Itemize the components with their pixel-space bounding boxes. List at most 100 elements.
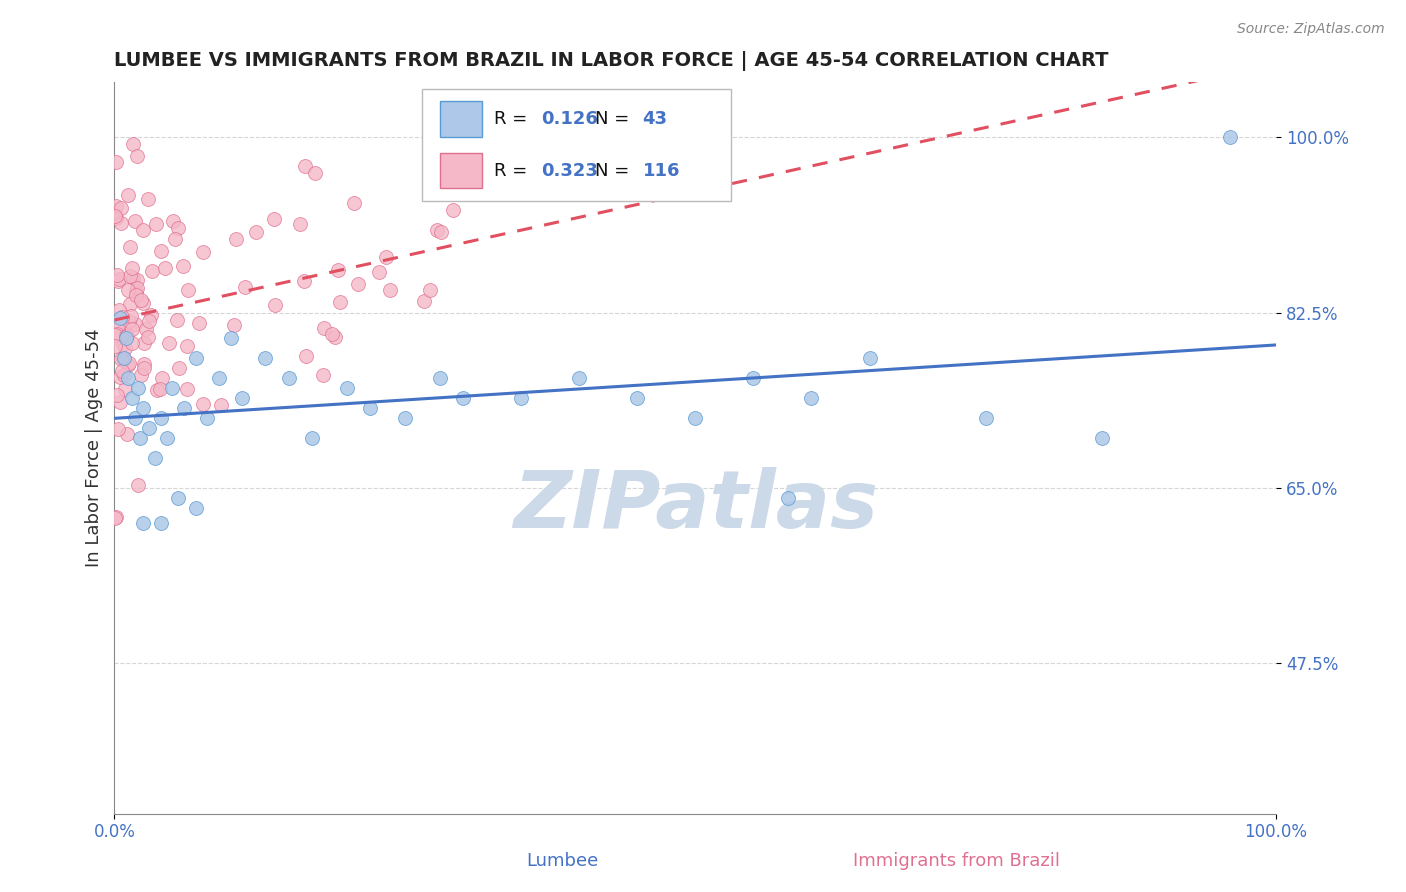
Point [167, 491, 190, 505]
Point [104, 211, 127, 225]
Point [184, 501, 207, 516]
Point [108, 394, 131, 409]
Point [254, 351, 277, 365]
Point [167, 220, 190, 235]
Text: Immigrants from Brazil: Immigrants from Brazil [852, 852, 1060, 870]
Point [378, 283, 401, 297]
Point [110, 310, 132, 325]
Point [326, 263, 349, 277]
Point [156, 431, 179, 445]
Point [245, 225, 267, 239]
Point [125, 281, 148, 295]
Point [426, 223, 449, 237]
Point [568, 371, 591, 385]
Point [145, 217, 167, 231]
Point [149, 411, 172, 425]
Point [430, 155, 453, 169]
Point [141, 263, 163, 277]
Point [112, 352, 135, 367]
Point [359, 401, 381, 415]
Point [222, 318, 245, 333]
Point [136, 329, 159, 343]
Point [146, 383, 169, 397]
Text: N =: N = [595, 111, 634, 128]
Point [120, 296, 142, 310]
Point [149, 382, 172, 396]
Point [117, 187, 139, 202]
Point [343, 196, 366, 211]
Text: ZIPatlas: ZIPatlas [513, 467, 877, 546]
Point [187, 316, 209, 330]
Point [451, 391, 474, 405]
Point [112, 351, 135, 365]
Point [295, 349, 318, 363]
Y-axis label: In Labor Force | Age 45-54: In Labor Force | Age 45-54 [86, 328, 103, 567]
Text: LUMBEE VS IMMIGRANTS FROM BRAZIL IN LABOR FORCE | AGE 45-54 CORRELATION CHART: LUMBEE VS IMMIGRANTS FROM BRAZIL IN LABO… [114, 51, 1109, 70]
Point [107, 318, 129, 333]
Point [104, 327, 127, 342]
Point [110, 216, 132, 230]
Point [138, 421, 160, 435]
Point [231, 391, 253, 405]
Text: R =: R = [494, 161, 533, 179]
Point [413, 293, 436, 308]
Point [153, 261, 176, 276]
Point [121, 391, 143, 405]
Point [115, 331, 138, 345]
Point [304, 166, 326, 180]
Point [127, 381, 149, 395]
Point [162, 381, 184, 395]
Point [129, 293, 152, 307]
Point [177, 283, 200, 297]
Point [263, 212, 285, 227]
Point [225, 232, 247, 246]
Point [125, 284, 148, 298]
Text: R =: R = [494, 111, 533, 128]
Point [114, 382, 136, 396]
Text: Source: ZipAtlas.com: Source: ZipAtlas.com [1237, 22, 1385, 37]
Point [292, 274, 315, 288]
Point [117, 427, 139, 442]
Text: Lumbee: Lumbee [526, 852, 599, 870]
Point [277, 371, 299, 385]
Point [1091, 431, 1114, 445]
Point [135, 322, 157, 336]
Point [132, 361, 155, 376]
Point [374, 250, 396, 264]
Text: N =: N = [595, 161, 634, 179]
Point [184, 351, 207, 365]
Point [121, 137, 143, 152]
Point [136, 192, 159, 206]
Point [157, 335, 180, 350]
Point [125, 273, 148, 287]
Point [115, 329, 138, 343]
Point [195, 411, 218, 425]
Point [626, 391, 648, 405]
Point [191, 397, 214, 411]
Point [132, 401, 155, 415]
Point [294, 159, 316, 173]
Point [176, 339, 198, 353]
Point [1219, 130, 1241, 145]
Point [124, 317, 146, 331]
Point [209, 398, 232, 412]
Point [208, 371, 231, 385]
Point [173, 401, 195, 415]
Point [150, 371, 173, 385]
Point [110, 364, 132, 378]
Point [143, 450, 166, 465]
Point [107, 303, 129, 318]
Point [107, 422, 129, 436]
Point [124, 214, 146, 228]
Point [288, 217, 311, 231]
Point [104, 339, 127, 353]
Point [125, 287, 148, 301]
Text: 116: 116 [643, 161, 681, 179]
Point [114, 341, 136, 355]
Point [107, 274, 129, 288]
Point [112, 351, 135, 366]
Point [111, 336, 134, 351]
Point [325, 330, 347, 344]
Point [443, 203, 465, 218]
Point [115, 329, 138, 343]
